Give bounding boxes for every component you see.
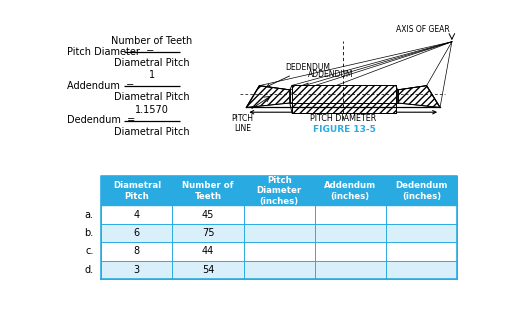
Bar [101, 261, 456, 279]
Text: 75: 75 [202, 228, 214, 238]
Text: 54: 54 [202, 265, 214, 275]
Text: d.: d. [84, 265, 93, 275]
Bar [292, 85, 395, 113]
Text: FIGURE 13-5: FIGURE 13-5 [313, 125, 375, 134]
Text: Diametral Pitch: Diametral Pitch [114, 93, 189, 102]
Text: Number of Teeth: Number of Teeth [111, 36, 192, 46]
Text: Diametral Pitch: Diametral Pitch [114, 127, 189, 137]
Bar [101, 176, 456, 205]
Text: 45: 45 [202, 209, 214, 220]
Text: Diametral
Pitch: Diametral Pitch [112, 181, 161, 201]
Text: DEDENDUM: DEDENDUM [266, 63, 329, 87]
Text: Pitch Diameter  =: Pitch Diameter = [67, 47, 154, 57]
Text: Pitch
Diameter
(inches): Pitch Diameter (inches) [256, 176, 301, 206]
Text: Dedendum
(inches): Dedendum (inches) [394, 181, 447, 201]
Text: c.: c. [85, 246, 93, 256]
Text: Number of
Teeth: Number of Teeth [182, 181, 233, 201]
Text: 8: 8 [133, 246, 139, 256]
Text: a.: a. [84, 209, 93, 220]
Bar [292, 85, 395, 113]
Text: Diametral Pitch: Diametral Pitch [114, 58, 189, 68]
Text: PITCH DIAMETER: PITCH DIAMETER [309, 114, 376, 123]
Text: AXIS OF GEAR: AXIS OF GEAR [395, 25, 449, 34]
Polygon shape [246, 86, 289, 107]
Text: 6: 6 [133, 228, 139, 238]
Text: Addendum  =: Addendum = [67, 81, 134, 91]
Text: 1: 1 [149, 70, 155, 80]
Text: 1.1570: 1.1570 [135, 105, 168, 115]
Polygon shape [397, 86, 439, 107]
Text: b.: b. [84, 228, 93, 238]
Text: Dedendum  =: Dedendum = [67, 115, 135, 125]
Text: Addendum
(inches): Addendum (inches) [324, 181, 376, 201]
Text: PITCH
LINE: PITCH LINE [231, 114, 253, 134]
Text: 3: 3 [133, 265, 139, 275]
Text: 44: 44 [202, 246, 214, 256]
Bar [101, 242, 456, 261]
Bar [101, 205, 456, 224]
Text: 4: 4 [133, 209, 139, 220]
Text: ADDENDUM: ADDENDUM [295, 70, 352, 89]
Bar [101, 224, 456, 242]
